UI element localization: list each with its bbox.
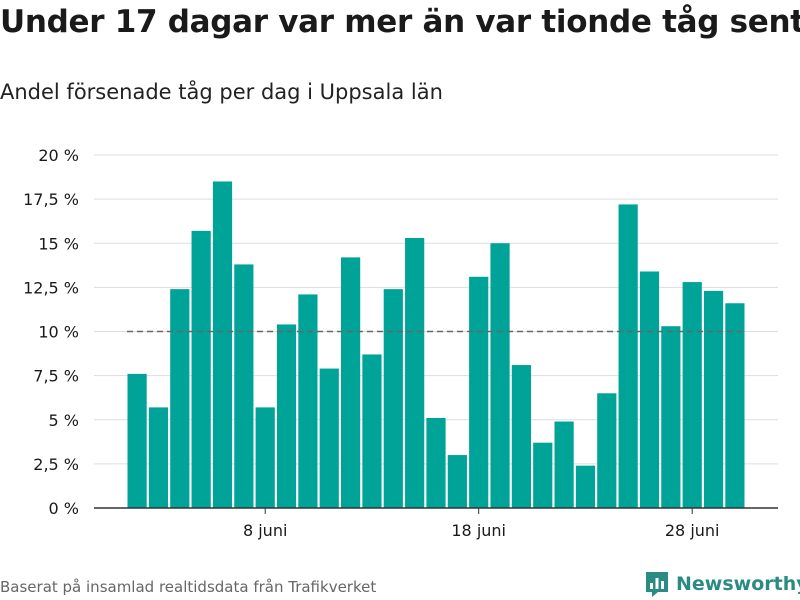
y-axis: 0 % 2,5 % 5 % 7,5 % 10 % 12,5 % 15 % 17,5 % 20 % xyxy=(23,146,79,518)
bar xyxy=(255,407,275,508)
bar xyxy=(276,324,297,508)
bar xyxy=(362,354,382,508)
y-tick-label: 12,5 % xyxy=(23,278,79,297)
bar xyxy=(511,365,531,508)
y-tick-label: 20 % xyxy=(38,146,79,165)
y-tick-label: 15 % xyxy=(38,234,79,253)
bar xyxy=(725,303,745,508)
bar xyxy=(703,290,724,508)
x-tick-label: 8 juni xyxy=(243,521,287,540)
bar xyxy=(575,465,596,508)
source-note: Baserat på insamlad realtidsdata från Tr… xyxy=(0,578,377,596)
bar-chart: 0 % 2,5 % 5 % 7,5 % 10 % 12,5 % 15 % 17,5 % 20 %… xyxy=(23,146,778,540)
bar xyxy=(191,230,211,508)
x-axis: 8 juni 18 juni 28 juni xyxy=(94,507,778,540)
bar xyxy=(682,282,702,508)
bars xyxy=(127,181,745,509)
bar xyxy=(234,264,254,508)
bar xyxy=(469,276,489,508)
bar xyxy=(426,417,446,508)
bar xyxy=(298,294,318,508)
bar xyxy=(319,368,339,508)
y-tick-label: 5 % xyxy=(49,411,79,430)
bar xyxy=(383,289,403,508)
bar xyxy=(639,271,660,508)
chart-title: Under 17 dagar var mer än var tionde tåg… xyxy=(0,4,800,40)
x-tick-label: 28 juni xyxy=(665,521,720,540)
x-tick-label: 18 juni xyxy=(451,521,506,540)
y-tick-label: 17,5 % xyxy=(23,190,79,209)
y-tick-label: 2,5 % xyxy=(33,455,79,474)
bar xyxy=(661,326,681,508)
chart-subtitle: Andel försenade tåg per dag i Uppsala lä… xyxy=(0,80,443,104)
bar xyxy=(148,407,169,508)
bar xyxy=(533,442,553,508)
y-tick-label: 7,5 % xyxy=(33,367,79,386)
newsworthy-logo-icon xyxy=(646,572,668,597)
bar xyxy=(127,373,147,508)
brand-name: Newsworthy xyxy=(676,573,800,595)
bar xyxy=(405,237,425,508)
newsworthy-logo: Newsworthy xyxy=(644,570,800,598)
bar xyxy=(170,289,190,508)
bar xyxy=(490,243,510,508)
bar xyxy=(212,181,233,508)
bar xyxy=(447,455,467,508)
bar xyxy=(341,257,361,508)
y-tick-label: 0 % xyxy=(49,499,79,518)
bar xyxy=(618,204,638,509)
bar xyxy=(597,393,617,508)
y-tick-label: 10 % xyxy=(38,323,79,342)
bar xyxy=(554,421,574,508)
